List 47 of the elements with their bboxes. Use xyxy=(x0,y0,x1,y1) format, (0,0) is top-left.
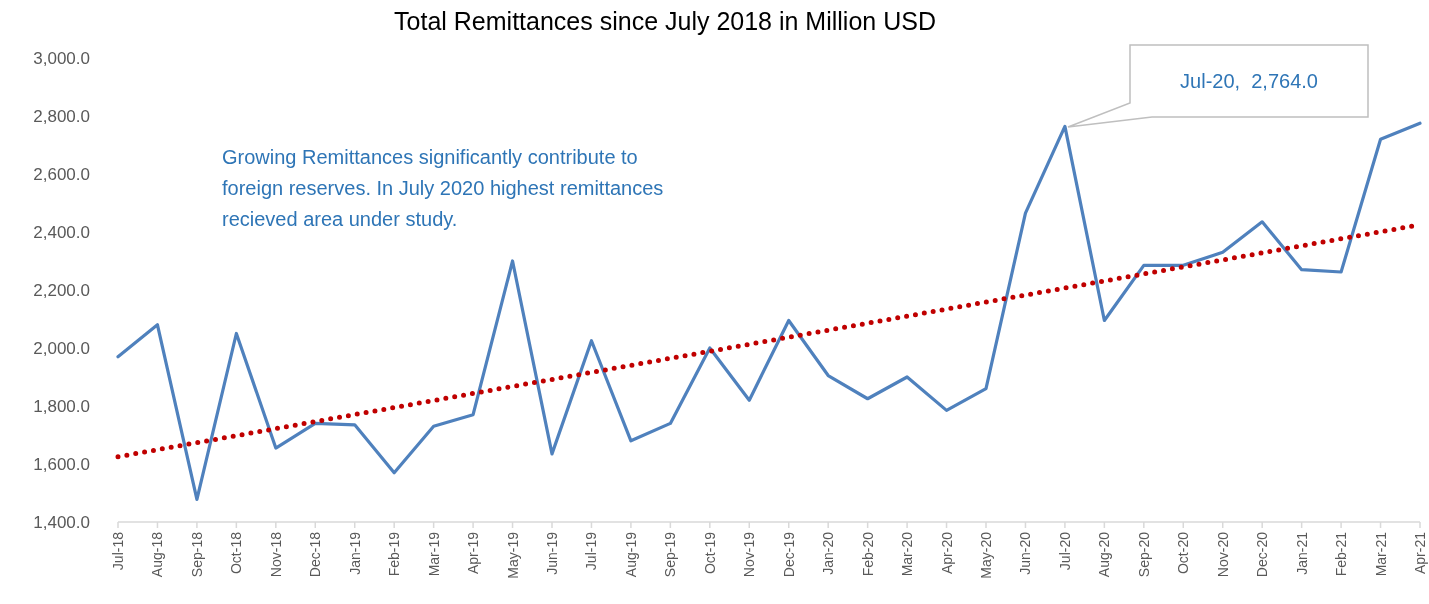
x-tick-label: Sep-18 xyxy=(188,531,205,578)
chart-title: Total Remittances since July 2018 in Million USD xyxy=(394,7,936,35)
annotation: Jul-20, 2,764.0 xyxy=(1180,70,1318,92)
x-tick-label: Jan-19 xyxy=(346,531,363,575)
x-tick-label: Feb-21 xyxy=(1333,531,1350,577)
x-tick-label: Jan-21 xyxy=(1293,531,1310,575)
line-series xyxy=(116,121,1422,501)
x-tick-label: Jun-20 xyxy=(1017,531,1034,575)
x-tick-label: Nov-20 xyxy=(1214,531,1231,578)
x-tick-label: Jun-19 xyxy=(544,531,560,575)
x-tick-label: Dec-20 xyxy=(1254,531,1271,578)
y-tick-label: 1,400.0 xyxy=(33,513,90,532)
x-tick-label: Jul-18 xyxy=(110,531,126,571)
y-tick-label: 2,800.0 xyxy=(33,107,90,126)
x-tick-label: Nov-19 xyxy=(741,531,758,578)
y-tick-label: 2,600.0 xyxy=(33,165,90,184)
x-tick-label: Sep-19 xyxy=(662,531,679,578)
annotation: Growing Remittances significantly contribute to foreign reserves. In July 2020 highest remittances recieved area under study. xyxy=(222,146,664,230)
x-tick-label: May-20 xyxy=(978,531,994,579)
x-tick-label: Apr-21 xyxy=(1412,531,1428,575)
x-tick-label: Mar-20 xyxy=(899,531,916,577)
x-tick-label: Mar-21 xyxy=(1372,531,1389,577)
x-tick-label: Apr-19 xyxy=(465,531,482,575)
x-tick-label: Oct-18 xyxy=(228,531,245,575)
y-tick-label: 2,000.0 xyxy=(33,339,90,358)
y-tick-label: 1,600.0 xyxy=(33,455,90,474)
x-tick-label: Jul-19 xyxy=(583,531,600,571)
x-tick-label: Feb-19 xyxy=(386,531,403,577)
x-tick-label: Mar-19 xyxy=(425,531,442,577)
x-tick-label: Jan-20 xyxy=(820,531,837,575)
x-tick-label: Aug-18 xyxy=(149,531,166,578)
y-tick-label: 1,800.0 xyxy=(33,397,90,416)
x-tick-label: May-19 xyxy=(504,531,521,579)
y-tick-label: 3,000.0 xyxy=(33,49,90,68)
x-tick-label: Feb-20 xyxy=(859,531,876,577)
x-tick-label: Oct-19 xyxy=(701,531,718,575)
x-tick-label: Jul-20 xyxy=(1056,531,1073,571)
y-tick-label: 2,200.0 xyxy=(33,281,90,300)
x-tick-label: Aug-20 xyxy=(1096,531,1113,578)
x-tick-label: Oct-20 xyxy=(1175,531,1192,575)
y-tick-label: 2,400.0 xyxy=(33,223,90,242)
x-tick-label: Dec-19 xyxy=(780,531,797,578)
x-tick-label: Aug-19 xyxy=(622,531,639,578)
x-tick-label: Apr-20 xyxy=(938,531,955,575)
x-tick-label: Nov-18 xyxy=(267,531,284,578)
x-tick-label: Dec-18 xyxy=(307,531,324,578)
x-tick-label: Sep-20 xyxy=(1135,531,1152,578)
